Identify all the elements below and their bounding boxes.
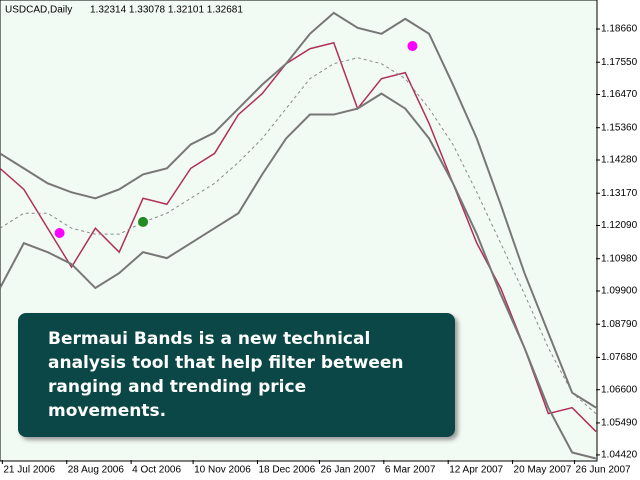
x-tick-label: 6 Mar 2007 [385,465,436,476]
quote: 1.32314 1.33078 1.32101 1.32681 [90,5,243,16]
y-tick-label: 1.10980 [601,253,638,264]
y-tick-label: 1.16470 [601,89,638,100]
y-tick-label: 1.13170 [601,188,638,199]
series-line [0,57,597,415]
series-line [0,92,597,460]
y-tick-label: 1.12090 [601,220,638,231]
y-tick-label: 1.06600 [601,384,638,395]
y-tick-label: 1.04420 [601,450,638,461]
x-tick-label: 26 Jun 2007 [576,465,631,476]
x-tick-label: 18 Dec 2006 [258,465,315,476]
x-tick-label: 28 Aug 2006 [68,465,125,476]
x-tick-label: 26 Jan 2007 [320,465,375,476]
signal-dot [54,227,65,238]
chart-title: USDCAD,Daily [5,5,72,16]
x-tick-label: 10 Nov 2006 [194,465,251,476]
signal-dot [138,216,149,227]
y-tick-label: 1.05490 [601,418,638,429]
series-line [0,11,597,409]
y-tick-label: 1.18660 [601,24,638,35]
y-tick-label: 1.07680 [601,352,638,363]
y-tick-label: 1.14280 [601,155,638,166]
x-tick-label: 21 Jul 2006 [3,465,55,476]
y-tick-label: 1.17550 [601,57,638,68]
y-tick-label: 1.08790 [601,319,638,330]
x-tick-label: 4 Oct 2006 [132,465,181,476]
signal-dot [407,41,418,52]
x-tick-label: 20 May 2007 [514,465,572,476]
y-tick-label: 1.15360 [601,122,638,133]
y-tick-label: 1.09900 [601,286,638,297]
annotation: Bermaui Bands is a new technical analysi… [18,313,455,437]
x-tick-label: 12 Apr 2007 [449,465,503,476]
series-line [0,41,597,433]
